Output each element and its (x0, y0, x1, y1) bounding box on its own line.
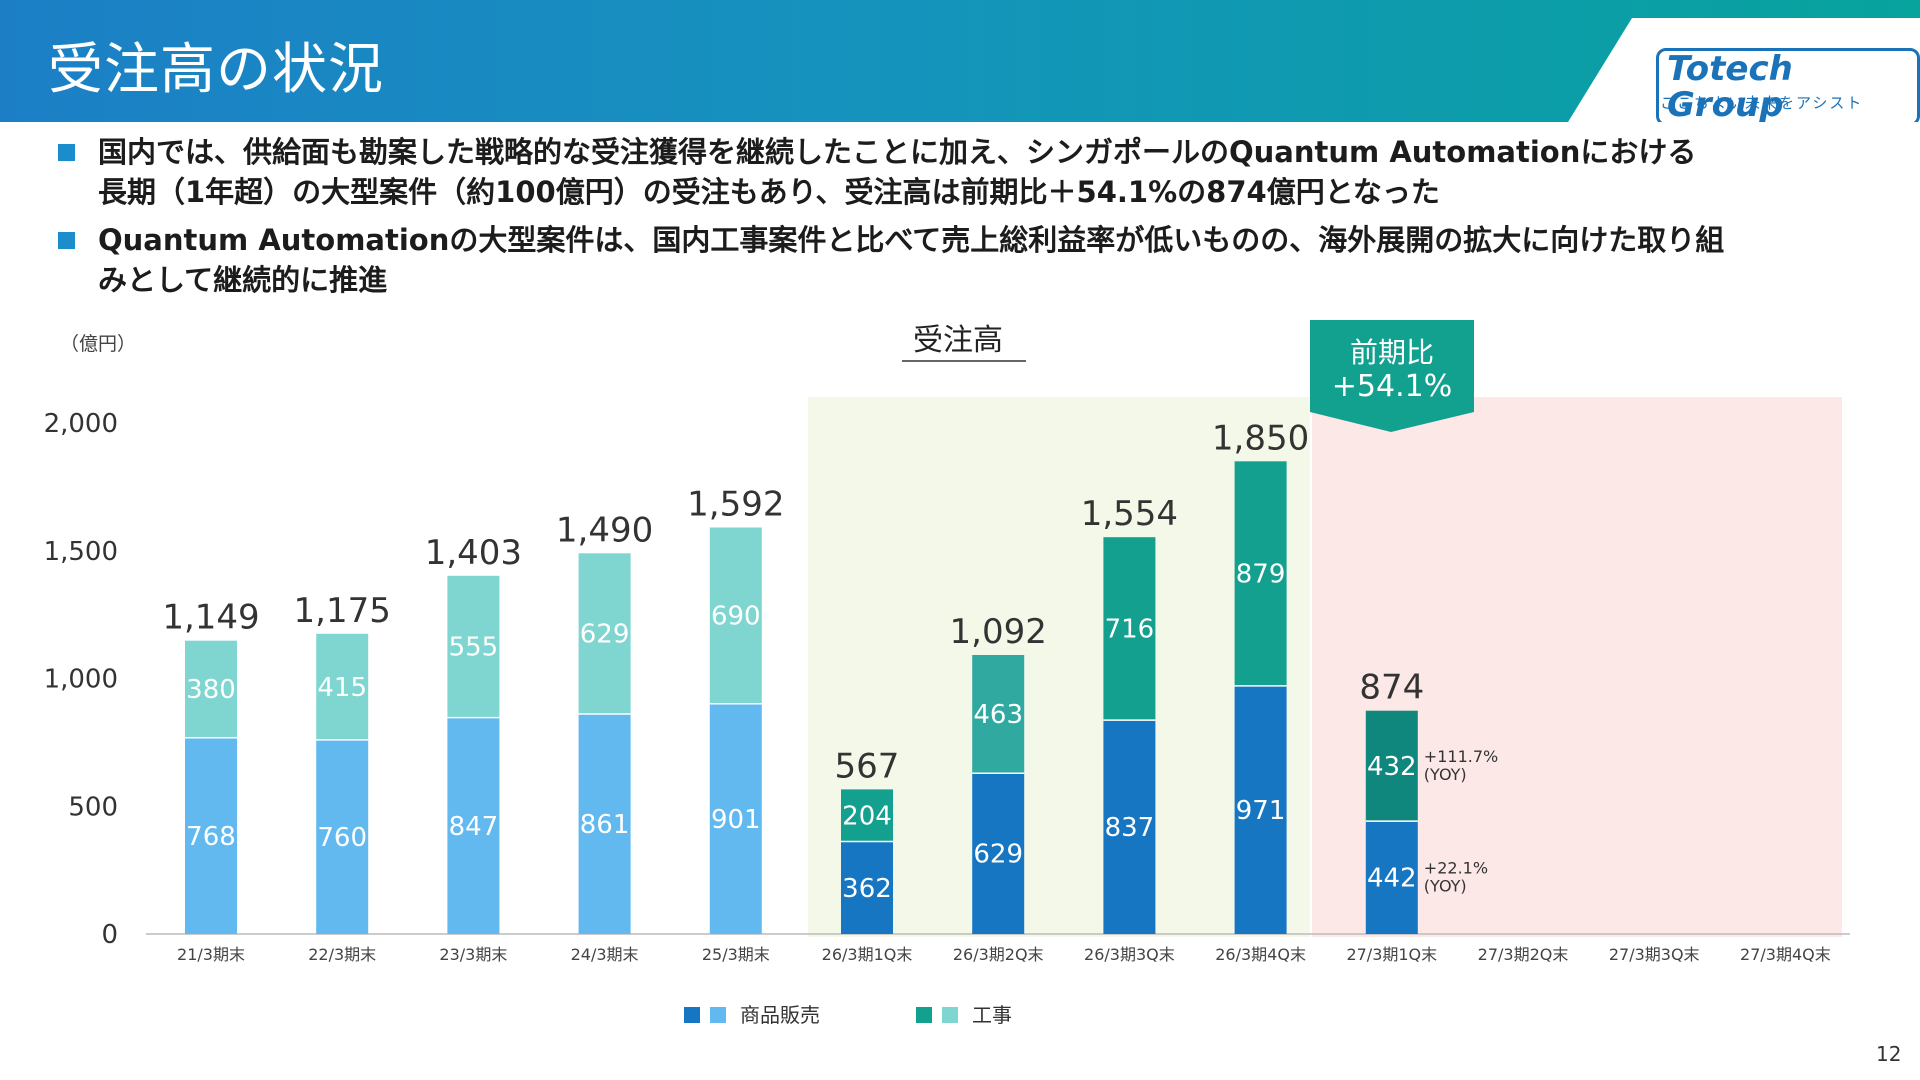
data-label-total: 1,175 (294, 591, 391, 631)
data-label-total: 1,592 (687, 484, 784, 524)
yoy-construction-suffix: (YOY) (1424, 765, 1467, 784)
x-tick-label: 27/3期4Q末 (1740, 945, 1831, 964)
legend-swatch-construction-dark (916, 1007, 932, 1023)
x-tick-label: 26/3期1Q末 (822, 945, 913, 964)
y-axis-unit: （億円） (60, 333, 136, 355)
legend-label-construction: 工事 (972, 1003, 1012, 1027)
data-label-total: 1,554 (1081, 494, 1178, 534)
bar-construction (447, 575, 500, 718)
y-tick-label: 2,000 (44, 409, 118, 439)
data-label-construction: 415 (317, 673, 367, 703)
data-label-construction: 432 (1367, 752, 1417, 782)
yoy-products-value: +22.1% (1424, 859, 1488, 878)
data-label-construction: 629 (580, 620, 630, 650)
data-label-construction: 204 (842, 801, 892, 831)
x-tick-label: 26/3期2Q末 (953, 945, 1044, 964)
y-tick-label: 0 (101, 920, 118, 950)
data-label-products: 861 (580, 810, 630, 840)
bar-products (316, 739, 369, 934)
legend-swatch-construction-light (942, 1007, 958, 1023)
x-tick-label: 26/3期3Q末 (1084, 945, 1175, 964)
data-label-total: 1,850 (1212, 418, 1309, 458)
bar-products (972, 773, 1025, 934)
yoy-construction-value: +111.7% (1424, 747, 1498, 766)
data-label-products: 760 (317, 823, 367, 853)
logo: Totech Group ここちよい未来をアシスト (1568, 18, 1920, 122)
bar-construction (185, 640, 237, 738)
x-tick-label: 25/3期末 (702, 945, 770, 964)
bar-construction (1103, 537, 1156, 721)
x-tick-label: 26/3期4Q末 (1215, 945, 1306, 964)
data-label-products: 837 (1105, 813, 1155, 843)
legend-swatch-products-light (710, 1007, 726, 1023)
data-label-construction: 463 (973, 700, 1023, 730)
bar-construction (1365, 710, 1418, 822)
y-tick-label: 500 (68, 792, 118, 822)
bar-products (1365, 821, 1418, 934)
bar-construction (972, 654, 1025, 774)
bullet-line: 国内では、供給面も勘案した戦略的な受注獲得を継続したことに加え、シンガポールのQ… (98, 135, 1697, 169)
bar-products (841, 841, 893, 934)
data-label-total: 874 (1359, 668, 1424, 708)
data-label-total: 1,149 (162, 598, 259, 638)
y-tick-label: 1,000 (44, 665, 118, 695)
page-title: 受注高の状況 (48, 37, 385, 101)
y-tick-label: 1,500 (44, 537, 118, 567)
bar-construction (316, 633, 369, 740)
bullet-line: Quantum Automationの大型案件は、国内工事案件と比べて売上総利益… (98, 223, 1725, 257)
bullet-line: 長期（1年超）の大型案件（約100億円）の受注もあり、受注高は前期比＋54.1%… (98, 175, 1440, 209)
bar-products (185, 737, 237, 934)
legend-swatch-products-dark (684, 1007, 700, 1023)
data-label-total: 1,490 (556, 510, 653, 550)
x-tick-label: 21/3期末 (177, 945, 245, 964)
bar-products (1234, 685, 1287, 934)
bar-products (578, 714, 631, 934)
data-label-total: 567 (835, 746, 900, 786)
x-tick-label: 27/3期1Q末 (1346, 945, 1437, 964)
bar-products (709, 703, 762, 934)
data-label-products: 442 (1367, 864, 1417, 894)
bullet-square-icon (58, 144, 75, 161)
page-number: 12 (1876, 1042, 1902, 1066)
logo-wordmark: Totech Group (1656, 48, 1920, 122)
data-label-construction: 716 (1105, 615, 1155, 645)
data-label-products: 629 (973, 840, 1023, 870)
callout-label: 前期比 (1350, 336, 1434, 369)
bullet-line: みとして継続的に推進 (98, 263, 388, 297)
bar-construction (709, 527, 762, 704)
data-label-construction: 380 (186, 675, 236, 705)
yoy-products-suffix: (YOY) (1424, 877, 1467, 896)
data-label-products: 971 (1236, 796, 1286, 826)
bar-construction (578, 553, 631, 715)
data-label-products: 847 (449, 812, 499, 842)
data-label-construction: 879 (1236, 560, 1286, 590)
data-label-total: 1,403 (425, 533, 522, 573)
callout-value: +54.1% (1332, 369, 1452, 404)
data-label-construction: 690 (711, 602, 761, 632)
chart-title: 受注高 (913, 323, 1003, 358)
data-label-products: 901 (711, 805, 761, 835)
legend-label-products: 商品販売 (740, 1003, 820, 1027)
x-tick-label: 27/3期2Q末 (1478, 945, 1569, 964)
header-bar: 受注高の状況 (0, 0, 1920, 122)
x-tick-label: 22/3期末 (308, 945, 376, 964)
data-label-construction: 555 (449, 633, 499, 663)
logo-tagline: ここちよい未来をアシスト (1660, 94, 1864, 112)
bar-products (447, 717, 500, 934)
data-label-products: 768 (186, 822, 236, 852)
bar-construction (841, 789, 893, 842)
bar-construction (1234, 461, 1287, 686)
bullet-square-icon (58, 232, 75, 249)
x-tick-label: 27/3期3Q末 (1609, 945, 1700, 964)
callout-arrow (1310, 320, 1474, 432)
data-label-products: 362 (842, 874, 892, 904)
x-tick-label: 24/3期末 (571, 945, 639, 964)
data-label-total: 1,092 (950, 612, 1047, 652)
x-tick-label: 23/3期末 (439, 945, 507, 964)
bar-products (1103, 720, 1156, 934)
